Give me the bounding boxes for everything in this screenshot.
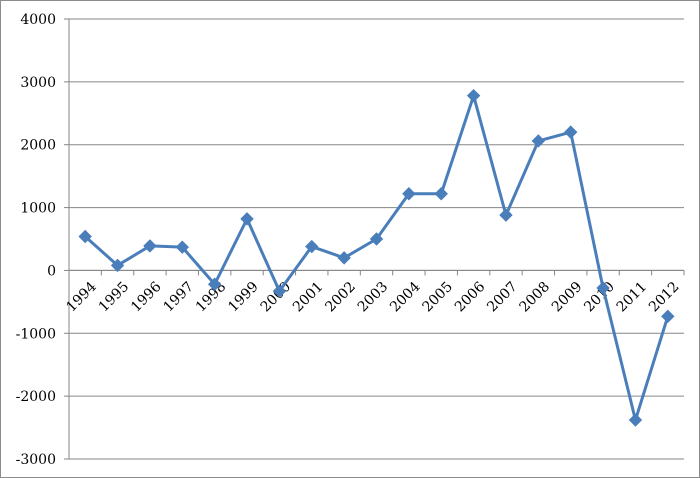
xtick-label-2009: 2009: [549, 279, 586, 316]
data-point-2003: [369, 232, 384, 246]
xtick-label-2006: 2006: [452, 279, 489, 316]
data-point-2004: [402, 187, 416, 201]
xtick-label-2012: 2012: [646, 279, 683, 316]
y-axis: -3000 -2000 -1000 0 1000 2000 3000 4000: [16, 12, 70, 468]
xtick-label-2011: 2011: [614, 279, 651, 316]
xtick-label-1997: 1997: [161, 279, 198, 316]
data-point-1996: [143, 239, 157, 253]
data-point-2009: [564, 125, 578, 139]
xtick-label-2004: 2004: [387, 279, 424, 316]
grid-lines: [69, 18, 684, 460]
xtick-label-2010: 2010: [581, 279, 618, 316]
xtick-label-2002: 2002: [322, 279, 359, 316]
ytick-label-0: 0: [47, 263, 56, 279]
data-point-2000: [272, 284, 287, 298]
ytick-label-1000: 1000: [20, 201, 56, 217]
ytick-label--2000: -2000: [16, 389, 56, 405]
x-axis: 1994199519961997199819992000200120022003…: [63, 269, 685, 316]
data-point-2007: [499, 208, 513, 222]
data-point-2010: [596, 281, 610, 295]
xtick-label-2008: 2008: [517, 279, 554, 316]
xtick-label-1999: 1999: [225, 279, 262, 316]
xtick-label-2001: 2001: [290, 279, 327, 316]
data-point-1994: [78, 229, 92, 244]
data-point-1995: [110, 258, 125, 273]
data-point-2001: [305, 239, 319, 254]
ytick-label--3000: -3000: [16, 452, 56, 468]
data-point-1999: [240, 212, 254, 226]
xtick-label-2007: 2007: [484, 279, 521, 316]
ytick-label-4000: 4000: [20, 12, 56, 28]
ytick-label-2000: 2000: [20, 138, 56, 154]
xtick-label-2005: 2005: [419, 279, 456, 316]
data-point-2008: [531, 134, 546, 148]
xtick-label-2003: 2003: [355, 279, 392, 316]
data-point-2002: [337, 251, 351, 265]
data-point-1997: [175, 240, 189, 254]
ytick-label--1000: -1000: [16, 326, 56, 342]
data-point-2006: [466, 88, 481, 103]
data-point-2005: [434, 187, 448, 201]
data-point-1998: [207, 277, 222, 291]
data-point-2011: [628, 413, 643, 427]
xtick-label-1996: 1996: [128, 279, 165, 316]
ytick-label-3000: 3000: [20, 75, 56, 91]
series-layer: [78, 88, 675, 427]
data-point-2012: [661, 309, 675, 324]
xtick-label-1995: 1995: [96, 279, 133, 316]
